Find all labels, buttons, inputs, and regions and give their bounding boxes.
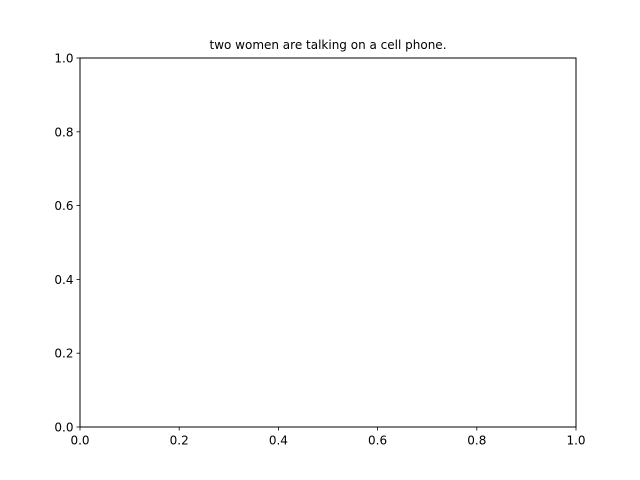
y-tick-label: 0.4 (54, 273, 73, 287)
y-axis-ticks: 0.0 0.2 0.4 0.6 0.8 1.0 (54, 52, 80, 435)
y-tick-label: 0.8 (54, 125, 73, 139)
y-tick-label: 0.2 (54, 347, 73, 361)
y-tick-label: 0.6 (54, 199, 73, 213)
x-tick-label: 0.6 (368, 434, 387, 448)
x-tick-label: 0.0 (70, 434, 89, 448)
axes-frame (79, 57, 577, 428)
chart-title: two women are talking on a cell phone. (209, 38, 446, 52)
x-tick-label: 0.8 (467, 434, 486, 448)
y-tick-label: 0.0 (54, 421, 73, 435)
x-tick-label: 0.2 (170, 434, 189, 448)
x-tick-label: 1.0 (566, 434, 585, 448)
x-axis-ticks: 0.0 0.2 0.4 0.6 0.8 1.0 (70, 427, 586, 448)
y-tick-label: 1.0 (54, 52, 73, 66)
x-tick-label: 0.4 (269, 434, 288, 448)
